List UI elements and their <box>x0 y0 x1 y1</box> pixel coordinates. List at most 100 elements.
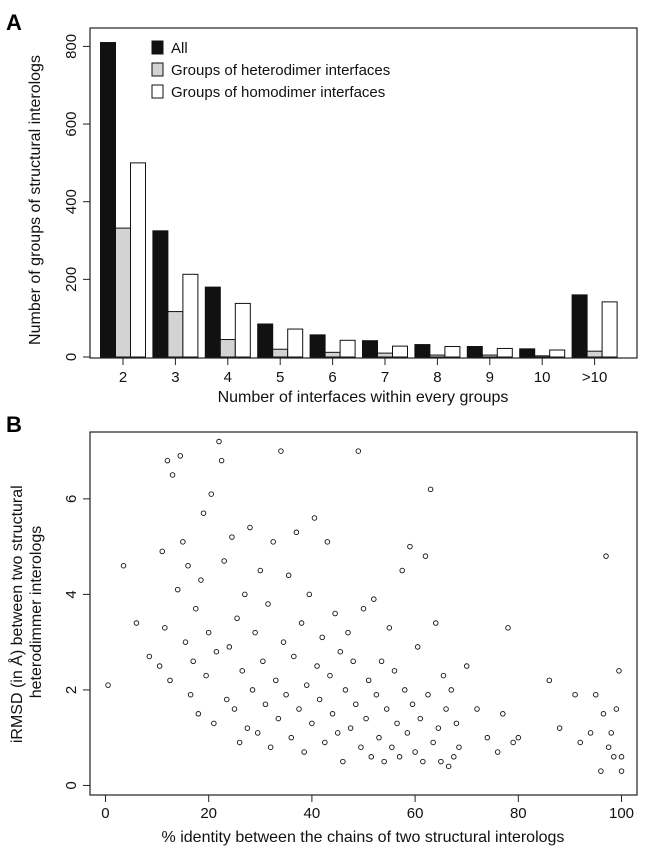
bar-all-3 <box>152 230 169 358</box>
bar-all-7 <box>362 340 378 358</box>
scatter-point <box>213 648 220 655</box>
x-tick-label: 3 <box>171 369 179 386</box>
scatter-point <box>448 687 454 693</box>
scatter-point <box>417 715 424 722</box>
scatter-point <box>347 725 354 731</box>
panel-b-y-axis: 0 2 4 6 <box>63 495 90 790</box>
scatter-point <box>618 768 625 774</box>
bar-homodimer-10 <box>549 349 566 358</box>
panel-b-y-axis-title-line-2: heterodimmer interologs <box>28 526 45 699</box>
scatter-point <box>363 715 369 722</box>
y-tick-label: 0 <box>63 353 80 361</box>
scatter-point <box>577 739 583 746</box>
scatter-point <box>309 720 315 727</box>
bar-heterodimer-2 <box>115 227 131 358</box>
scatter-point <box>120 562 127 569</box>
bar-heterodimer-6 <box>324 351 341 358</box>
scatter-point <box>252 629 258 636</box>
scatter-point <box>285 572 292 579</box>
bar-homodimer-5 <box>287 328 304 358</box>
panel-a-x-axis: 2 3 4 5 6 7 8 9 10 >10 <box>119 358 607 386</box>
y-tick-label: 600 <box>63 112 80 137</box>
scatter-point <box>291 653 297 660</box>
scatter-point <box>162 625 168 631</box>
scatter-point <box>169 472 176 478</box>
scatter-point <box>572 691 578 698</box>
y-tick-label: 4 <box>63 590 80 598</box>
scatter-point <box>260 658 266 665</box>
scatter-point <box>288 734 295 741</box>
panel-a-y-axis: 0 200 400 600 800 <box>63 34 90 361</box>
scatter-point <box>187 691 194 698</box>
bar-homodimer-7 <box>392 345 408 358</box>
scatter-point <box>340 758 346 765</box>
scatter-point <box>234 615 240 622</box>
scatter-point <box>425 691 431 698</box>
scatter-point <box>445 763 452 770</box>
scatter-point <box>373 691 380 698</box>
panel-b-label: B <box>6 412 22 437</box>
panel-b-x-axis-title: % identity between the chains of two str… <box>162 829 565 846</box>
scatter-point <box>262 701 269 708</box>
panel-a-plot-frame <box>89 27 638 359</box>
scatter-point <box>427 486 434 493</box>
bar-heterodimer-10 <box>534 355 551 358</box>
scatter-point <box>438 758 444 765</box>
bar-heterodimer-8 <box>429 354 446 358</box>
scatter-point <box>409 701 416 708</box>
x-tick-label: 8 <box>433 369 441 386</box>
scatter-point <box>474 706 480 712</box>
scatter-point <box>435 725 442 731</box>
scatter-point <box>494 749 501 755</box>
panel-a-legend: All Groups of heterodimer interfaces Group… <box>151 40 390 101</box>
x-tick-label: 60 <box>407 805 424 822</box>
scatter-point <box>270 539 276 545</box>
scatter-point <box>211 720 217 727</box>
scatter-point <box>216 438 222 445</box>
bar-heterodimer->10 <box>586 350 603 358</box>
scatter-point <box>164 457 171 464</box>
scatter-point <box>242 591 248 598</box>
panel-a-label: A <box>6 10 22 35</box>
scatter-point <box>456 744 462 750</box>
bar-heterodimer-5 <box>272 348 289 358</box>
scatter-point <box>420 758 426 765</box>
scatter-point <box>190 658 196 665</box>
y-tick-label: 6 <box>63 495 80 503</box>
scatter-point <box>500 711 506 717</box>
scatter-point <box>177 453 184 459</box>
panel-b-y-axis-title: iRMSD (in Å) between two structural hete… <box>7 481 45 743</box>
scatter-point <box>334 730 341 736</box>
panel-a-bars <box>100 42 618 358</box>
scatter-point <box>600 711 607 717</box>
scatter-point <box>254 730 261 736</box>
panel-b-scatter-plot: 0 2 4 6 0 20 40 60 80 100 % identity between the… <box>7 431 638 846</box>
panel-b-x-axis: 0 20 40 60 80 100 <box>101 795 634 822</box>
scatter-point <box>133 620 140 626</box>
scatter-point <box>430 739 436 746</box>
y-tick-label: 0 <box>63 781 80 789</box>
scatter-point <box>249 687 256 693</box>
scatter-point <box>484 734 491 741</box>
legend-swatch <box>151 84 164 99</box>
bar-homodimer-3 <box>182 273 199 358</box>
scatter-point <box>603 553 609 559</box>
scatter-point <box>598 768 604 774</box>
scatter-point <box>546 677 553 684</box>
scatter-point <box>365 677 372 684</box>
scatter-point <box>229 534 235 540</box>
legend-entry: Groups of heterodimer interfaces <box>171 62 390 79</box>
y-tick-label: 400 <box>63 189 80 214</box>
scatter-point <box>327 672 333 679</box>
scatter-point <box>358 744 364 750</box>
scatter-point <box>265 601 271 607</box>
panel-b-plot-frame <box>89 431 638 796</box>
scatter-point <box>267 744 274 750</box>
bar-all-4 <box>204 286 221 358</box>
scatter-point <box>360 605 367 612</box>
bar-homodimer-8 <box>444 346 461 358</box>
scatter-point <box>319 634 325 641</box>
x-tick-label: 2 <box>119 369 127 386</box>
scatter-point <box>159 548 165 555</box>
